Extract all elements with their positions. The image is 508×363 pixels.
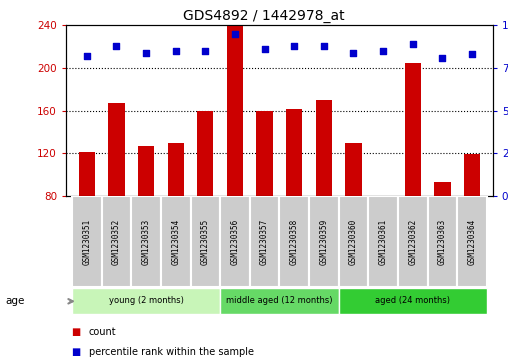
Text: GSM1230354: GSM1230354 xyxy=(171,218,180,265)
Bar xyxy=(457,196,487,287)
Text: young (2 months): young (2 months) xyxy=(109,296,183,305)
Point xyxy=(231,31,239,37)
Point xyxy=(379,48,387,54)
Text: GSM1230352: GSM1230352 xyxy=(112,218,121,265)
Point xyxy=(172,48,180,54)
Point xyxy=(350,50,358,56)
Bar xyxy=(220,196,250,287)
Bar xyxy=(339,196,368,287)
Bar xyxy=(72,288,220,314)
Point xyxy=(261,46,269,52)
Text: GSM1230360: GSM1230360 xyxy=(349,218,358,265)
Text: GSM1230356: GSM1230356 xyxy=(231,218,239,265)
Point xyxy=(468,52,476,57)
Bar xyxy=(138,146,154,196)
Bar xyxy=(339,288,487,314)
Bar xyxy=(434,182,451,196)
Bar xyxy=(197,111,213,196)
Text: ■: ■ xyxy=(71,347,80,357)
Bar xyxy=(168,143,184,196)
Text: GDS4892 / 1442978_at: GDS4892 / 1442978_at xyxy=(183,9,345,23)
Point xyxy=(112,43,120,49)
Text: middle aged (12 months): middle aged (12 months) xyxy=(226,296,333,305)
Bar xyxy=(428,196,457,287)
Point xyxy=(320,43,328,49)
Point xyxy=(408,41,417,47)
Bar xyxy=(227,25,243,196)
Bar xyxy=(309,196,339,287)
Point xyxy=(142,50,150,56)
Bar xyxy=(131,196,161,287)
Bar xyxy=(79,152,95,196)
Bar xyxy=(368,196,398,287)
Bar xyxy=(190,196,220,287)
Bar xyxy=(398,196,428,287)
Point xyxy=(201,48,209,54)
Text: GSM1230361: GSM1230361 xyxy=(378,218,388,265)
Text: GSM1230362: GSM1230362 xyxy=(408,218,417,265)
Text: percentile rank within the sample: percentile rank within the sample xyxy=(89,347,254,357)
Text: GSM1230351: GSM1230351 xyxy=(82,218,91,265)
Text: GSM1230355: GSM1230355 xyxy=(201,218,210,265)
Bar xyxy=(464,154,480,196)
Bar xyxy=(102,196,131,287)
Bar xyxy=(404,63,421,196)
Text: ■: ■ xyxy=(71,327,80,337)
Text: GSM1230357: GSM1230357 xyxy=(260,218,269,265)
Bar xyxy=(345,143,362,196)
Point xyxy=(290,43,298,49)
Point xyxy=(438,55,447,61)
Bar xyxy=(250,196,279,287)
Bar xyxy=(161,196,190,287)
Text: GSM1230358: GSM1230358 xyxy=(290,218,299,265)
Point xyxy=(83,53,91,59)
Text: count: count xyxy=(89,327,116,337)
Bar xyxy=(286,109,302,196)
Bar xyxy=(108,103,124,196)
Text: GSM1230353: GSM1230353 xyxy=(142,218,150,265)
Text: GSM1230364: GSM1230364 xyxy=(467,218,477,265)
Bar xyxy=(257,111,273,196)
Text: aged (24 months): aged (24 months) xyxy=(375,296,450,305)
Bar xyxy=(72,196,102,287)
Bar xyxy=(220,288,339,314)
Text: GSM1230363: GSM1230363 xyxy=(438,218,447,265)
Text: GSM1230359: GSM1230359 xyxy=(320,218,328,265)
Bar xyxy=(279,196,309,287)
Text: age: age xyxy=(5,296,24,306)
Bar xyxy=(315,100,332,196)
